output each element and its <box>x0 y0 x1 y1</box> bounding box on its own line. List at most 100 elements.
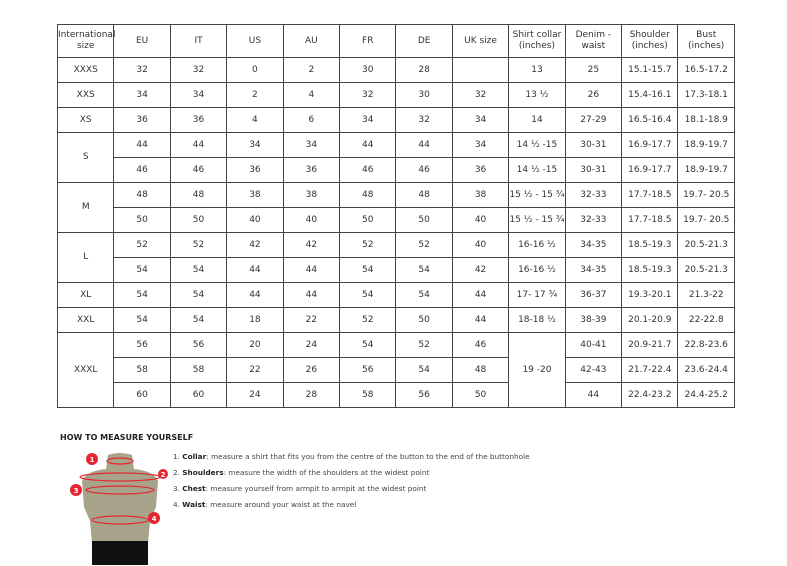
table-cell: 58 <box>113 357 171 383</box>
table-cell: 32 <box>169 57 228 83</box>
table-cell: 0 <box>226 57 284 83</box>
table-cell: 19.7- 20.5 <box>677 182 735 208</box>
international-size-cell: XXL <box>56 307 115 333</box>
column-header: Bust (inches) <box>677 24 735 58</box>
table-cell: 44 <box>169 132 228 158</box>
table-cell: 48 <box>395 182 453 208</box>
table-cell: 34 <box>226 132 284 158</box>
table-cell: 30-31 <box>564 157 623 183</box>
step-chest: 3. Chest: measure yourself from armpit t… <box>173 484 427 493</box>
table-cell: 54 <box>339 257 397 283</box>
table-row: 58 58 22 26 56 54 48 42-43 21.7-22.4 23.6-24.4 <box>58 357 735 383</box>
table-cell: 16.9-17.7 <box>621 132 679 158</box>
table-cell: 44 <box>226 282 284 308</box>
table-cell: 32 <box>113 57 171 83</box>
table-cell: 54 <box>395 282 453 308</box>
header-row: International size EU IT US AU FR DE UK size Shi… <box>56 24 735 58</box>
table-cell: 44 <box>339 132 397 158</box>
table-cell: 44 <box>226 257 284 283</box>
step-collar: 1. Collar: measure a shirt that fits you… <box>173 452 530 461</box>
marker-2-label: 2 <box>161 471 166 479</box>
table-cell: 14 <box>508 107 566 133</box>
table-cell: 50 <box>113 207 171 233</box>
table-cell: 54 <box>169 282 228 308</box>
table-cell: 24 <box>282 332 341 358</box>
table-cell: 18.9-19.7 <box>677 132 735 158</box>
table-cell: 20.1-20.9 <box>621 307 679 333</box>
table-cell: 34 <box>451 132 510 158</box>
table-cell: 38 <box>226 182 284 208</box>
table-cell: 50 <box>395 207 453 233</box>
table-cell: 46 <box>169 157 228 183</box>
table-cell: 20.5-21.3 <box>677 232 735 258</box>
table-cell: 40-41 <box>564 332 623 358</box>
table-cell: 34 <box>451 107 510 133</box>
marker-1-icon <box>86 453 98 465</box>
table-row: 50 50 40 40 50 50 40 15 ½ - 15 ¾ 32-33 17.7-18.5 1… <box>58 207 735 233</box>
marker-4-icon <box>148 512 160 524</box>
table-row: XXL 54 54 18 22 52 50 44 18-18 ½ 38-39 20.1-20.9 22… <box>56 307 735 333</box>
table-cell: 48 <box>169 182 228 208</box>
table-cell: 24 <box>226 382 284 408</box>
table-cell: 48 <box>339 182 397 208</box>
column-header: IT <box>169 24 228 58</box>
international-size-cell: XXXS <box>56 57 115 83</box>
marker-2-icon <box>158 469 168 479</box>
column-header: Denim - waist <box>564 24 623 58</box>
table-cell: 36 <box>451 157 510 183</box>
table-cell: 56 <box>113 332 171 358</box>
table-cell: 14 ½ -15 <box>508 157 566 183</box>
international-size-cell: XL <box>56 282 115 308</box>
table-cell: 36 <box>282 157 341 183</box>
table-cell: 13 <box>508 57 566 83</box>
table-cell: 36-37 <box>564 282 623 308</box>
table-cell: 48 <box>113 182 171 208</box>
table-cell: 17- 17 ¾ <box>508 282 566 308</box>
table-cell: 50 <box>339 207 397 233</box>
table-cell: 14 ½ -15 <box>508 132 566 158</box>
table-cell: 44 <box>451 282 510 308</box>
table-cell: 18.5-19.3 <box>621 257 679 283</box>
table-cell: 44 <box>282 282 341 308</box>
table-cell: 18.5-19.3 <box>621 232 679 258</box>
table-cell: 16-16 ½ <box>508 232 566 258</box>
table-cell: 46 <box>395 157 453 183</box>
table-cell: 54 <box>113 257 171 283</box>
table-cell: 21.3-22 <box>677 282 735 308</box>
table-cell: 22 <box>282 307 341 333</box>
step-shoulders: 2. Shoulders: measure the width of the s… <box>173 468 430 477</box>
marker-1-label: 1 <box>90 456 95 464</box>
table-cell: 27-29 <box>564 107 623 133</box>
table-cell: 26 <box>564 82 623 108</box>
size-chart-table: International size EU IT US AU FR DE UK size Shi… <box>56 24 735 408</box>
international-size-cell: XXXL <box>56 332 115 408</box>
table-cell: 54 <box>169 257 228 283</box>
table-cell: 15 ½ - 15 ¾ <box>508 207 566 233</box>
table-cell: 52 <box>339 232 397 258</box>
column-header: DE <box>395 24 453 58</box>
table-cell: 32 <box>451 82 510 108</box>
marker-4-label: 4 <box>152 515 157 523</box>
table-cell: 44 <box>113 132 171 158</box>
table-row: XL 54 54 44 44 54 54 44 17- 17 ¾ 36-37 19.3-20.1 21… <box>56 282 735 308</box>
table-cell: 22.4-23.2 <box>621 382 679 408</box>
table-cell: 34 <box>339 107 397 133</box>
table-cell: 22.8-23.6 <box>677 332 735 358</box>
table-cell: 54 <box>169 307 228 333</box>
table-cell: 38 <box>282 182 341 208</box>
table-cell: 20.5-21.3 <box>677 257 735 283</box>
column-header: International size <box>56 24 115 58</box>
table-row: 46 46 36 36 46 46 36 14 ½ -15 30-31 16.9-17.7 18.9… <box>58 157 735 183</box>
table-cell: 36 <box>113 107 171 133</box>
table-cell: 46 <box>339 157 397 183</box>
table-cell: 4 <box>282 82 341 108</box>
table-cell: 13 ½ <box>508 82 566 108</box>
table-cell: 54 <box>339 282 397 308</box>
table-cell: 18.1-18.9 <box>677 107 735 133</box>
table-cell: 50 <box>395 307 453 333</box>
table-cell: 24.4-25.2 <box>677 382 735 408</box>
table-row: XXXL 56 56 20 24 54 52 46 19 -20 40-41 20.9-21.7 22… <box>56 332 735 408</box>
how-to-measure-title: HOW TO MEASURE YOURSELF <box>60 433 194 442</box>
table-cell: 2 <box>226 82 284 108</box>
table-cell: 22 <box>226 357 284 383</box>
